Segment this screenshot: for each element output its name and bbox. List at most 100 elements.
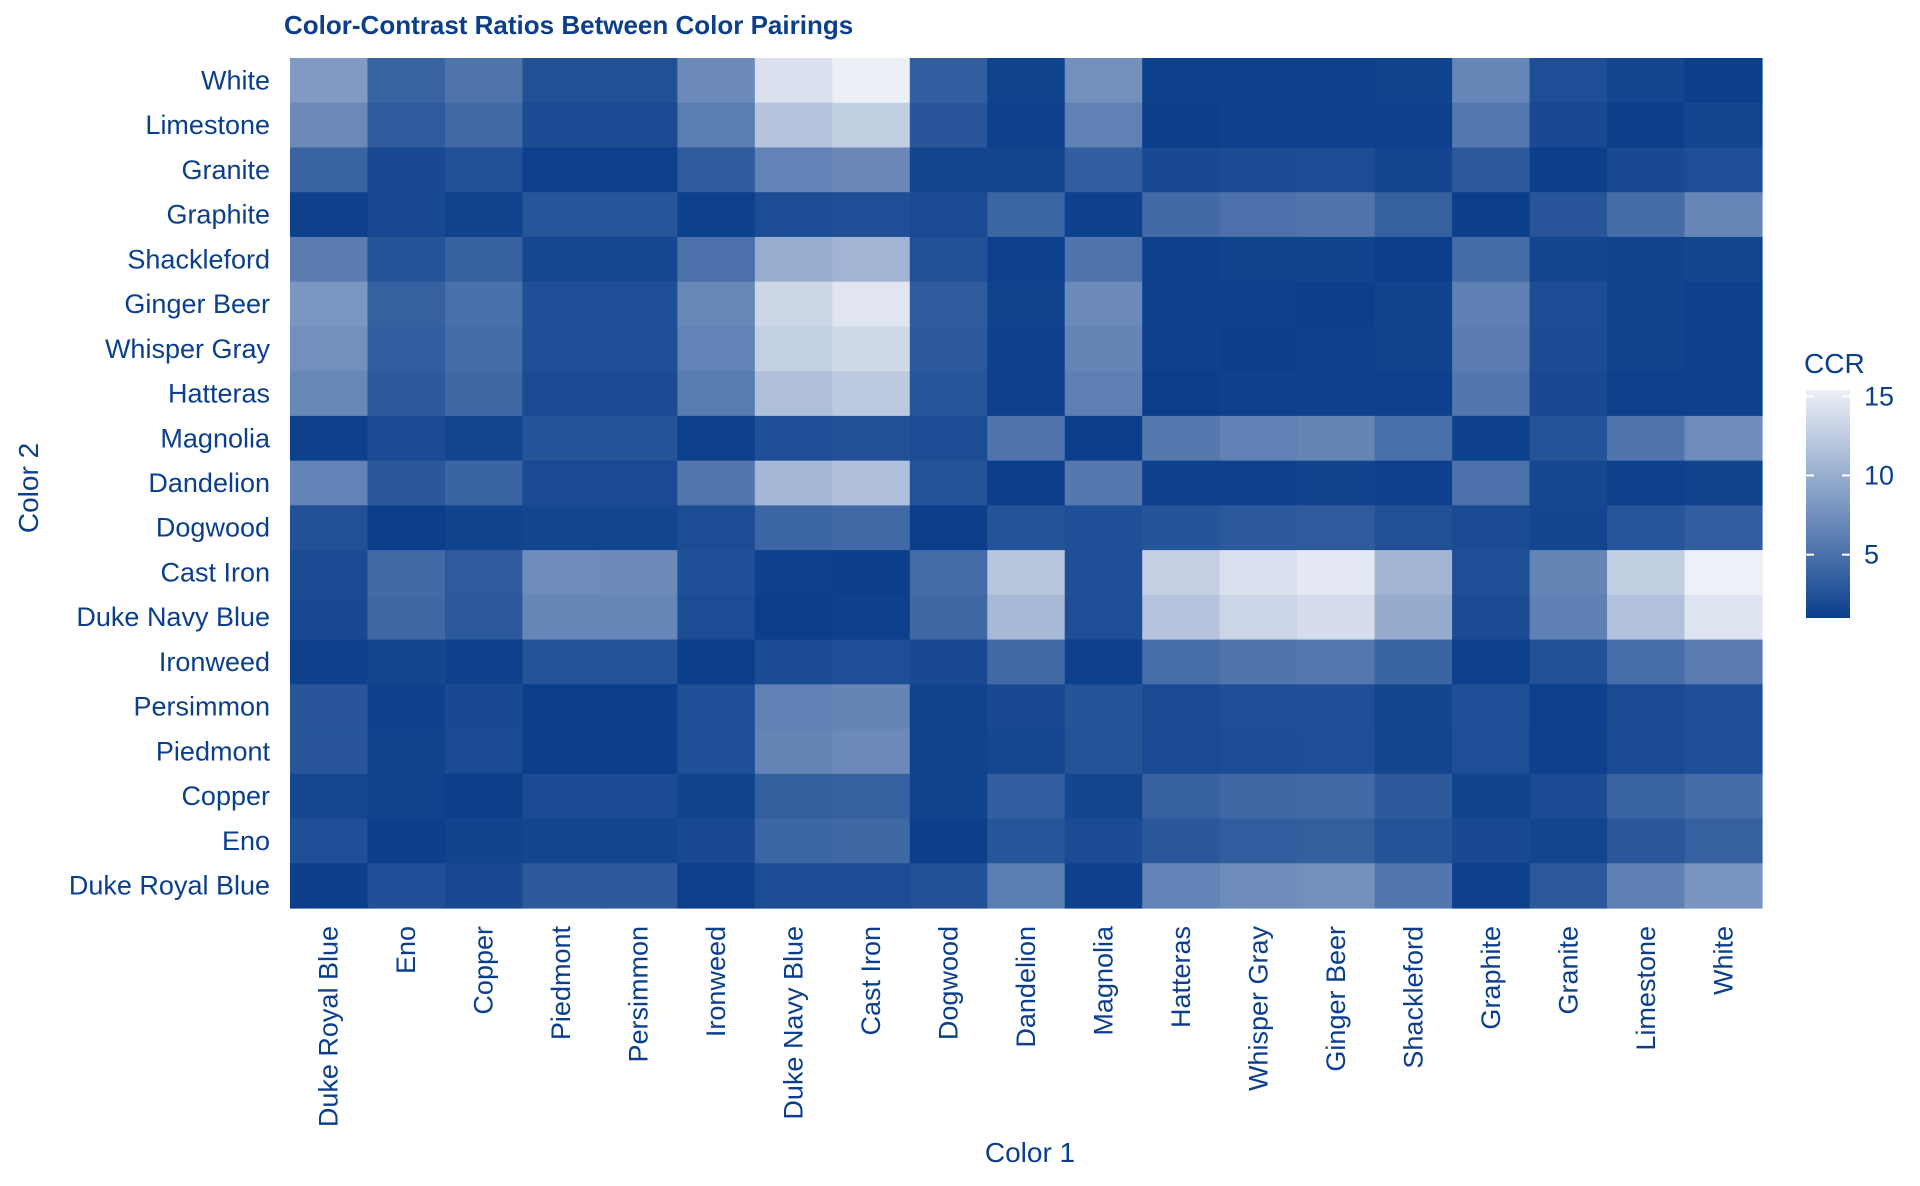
- x-tick-label: Dogwood: [934, 926, 964, 1040]
- heatmap-cell: [1452, 192, 1531, 238]
- heatmap-cell: [1607, 818, 1686, 864]
- heatmap-cell: [1452, 236, 1531, 283]
- heatmap-cell: [1064, 102, 1143, 149]
- heatmap-cell: [1684, 818, 1763, 864]
- heatmap-cell: [599, 147, 678, 193]
- heatmap-cell: [909, 371, 988, 417]
- heatmap-cell: [1452, 818, 1531, 864]
- heatmap-cell: [599, 281, 678, 328]
- heatmap-cell: [754, 371, 833, 417]
- heatmap-cell: [1297, 371, 1376, 417]
- heatmap-cell: [909, 58, 988, 104]
- heatmap-cell: [1374, 236, 1453, 283]
- heatmap-cell: [1064, 594, 1143, 641]
- y-tick-label: Hatteras: [168, 379, 270, 409]
- heatmap-cell: [1529, 863, 1608, 909]
- heatmap-cell: [290, 415, 369, 462]
- heatmap-cell: [1219, 684, 1298, 730]
- heatmap-cell: [290, 371, 369, 417]
- heatmap-cell: [599, 192, 678, 238]
- heatmap-cell: [909, 147, 988, 193]
- heatmap-cell: [832, 639, 911, 685]
- heatmap-cell: [1064, 729, 1143, 775]
- heatmap-cell: [444, 371, 524, 417]
- heatmap-cell: [1529, 326, 1608, 372]
- heatmap-cell: [1529, 102, 1608, 149]
- heatmap-cell: [1219, 594, 1298, 641]
- heatmap-cell: [1219, 863, 1298, 909]
- heatmap-cell: [1452, 594, 1531, 641]
- heatmap-cell: [367, 639, 446, 685]
- heatmap-cell: [677, 729, 756, 775]
- heatmap-cell: [754, 505, 833, 551]
- heatmap-cell: [1529, 729, 1608, 775]
- heatmap-cell: [1684, 236, 1763, 283]
- heatmap-cell: [522, 326, 601, 372]
- heatmap-cell: [367, 550, 446, 596]
- heatmap-cell: [909, 326, 988, 372]
- heatmap-cell: [1219, 415, 1298, 462]
- heatmap-cell: [1607, 58, 1686, 104]
- heatmap-cell: [987, 192, 1066, 238]
- heatmap-cell: [1064, 505, 1143, 551]
- heatmap-cell: [522, 594, 601, 641]
- heatmap-cell: [1607, 236, 1686, 283]
- x-tick-label: Cast Iron: [856, 926, 886, 1036]
- heatmap-cell: [677, 58, 756, 104]
- heatmap-cell: [1064, 192, 1143, 238]
- heatmap-cell: [832, 594, 911, 641]
- heatmap-cell: [987, 639, 1066, 685]
- heatmap-cell: [832, 281, 911, 328]
- heatmap-cell: [1374, 192, 1453, 238]
- legend-ticks: 5 10 15: [1806, 381, 1894, 570]
- heatmap-cell: [754, 236, 833, 283]
- heatmap-cell: [987, 505, 1066, 551]
- heatmap-cell: [599, 505, 678, 551]
- heatmap-cell: [1219, 729, 1298, 775]
- heatmap-cell: [754, 102, 833, 149]
- heatmap-cell: [1297, 773, 1376, 820]
- heatmap-cell: [1064, 460, 1143, 506]
- heatmap-cell: [1219, 192, 1298, 238]
- heatmap-cell: [1142, 147, 1221, 193]
- heatmap-cell: [987, 371, 1066, 417]
- heatmap-cell: [754, 281, 833, 328]
- heatmap-cell: [1297, 863, 1376, 909]
- heatmap-cell: [1297, 639, 1376, 685]
- heatmap-cell: [1607, 773, 1686, 820]
- heatmap-cell: [1529, 505, 1608, 551]
- heatmap-cell: [677, 639, 756, 685]
- heatmap-cell: [987, 773, 1066, 820]
- heatmap-cell: [1684, 863, 1763, 909]
- heatmap-cell: [599, 729, 678, 775]
- heatmap-cell: [444, 281, 524, 328]
- x-tick-label: Ginger Beer: [1321, 926, 1351, 1072]
- heatmap-cell: [1529, 192, 1608, 238]
- heatmap-cell: [1607, 550, 1686, 596]
- heatmap-cell: [522, 863, 601, 909]
- heatmap-cell: [444, 102, 524, 149]
- heatmap-cell: [367, 684, 446, 730]
- chart-title: Color-Contrast Ratios Between Color Pair…: [284, 10, 854, 40]
- heatmap-cell: [754, 594, 833, 641]
- heatmap-cell: [1064, 550, 1143, 596]
- heatmap-cell: [909, 550, 988, 596]
- heatmap-cell: [599, 550, 678, 596]
- heatmap-cell: [832, 326, 911, 372]
- heatmap-cell: [1064, 684, 1143, 730]
- heatmap-cell: [1529, 684, 1608, 730]
- heatmap-cell: [1142, 684, 1221, 730]
- heatmap-cell: [1607, 102, 1686, 149]
- heatmap-cell: [599, 58, 678, 104]
- heatmap-cell: [1374, 505, 1453, 551]
- heatmap-cell: [1064, 773, 1143, 820]
- heatmap-cell: [1297, 192, 1376, 238]
- heatmap-cell: [290, 684, 369, 730]
- heatmap-cell: [444, 192, 524, 238]
- heatmap-cell: [987, 281, 1066, 328]
- heatmap-cell: [1452, 773, 1531, 820]
- heatmap-cell: [367, 147, 446, 193]
- heatmap-cell: [1529, 147, 1608, 193]
- heatmap-cell: [987, 102, 1066, 149]
- heatmap-cell: [987, 594, 1066, 641]
